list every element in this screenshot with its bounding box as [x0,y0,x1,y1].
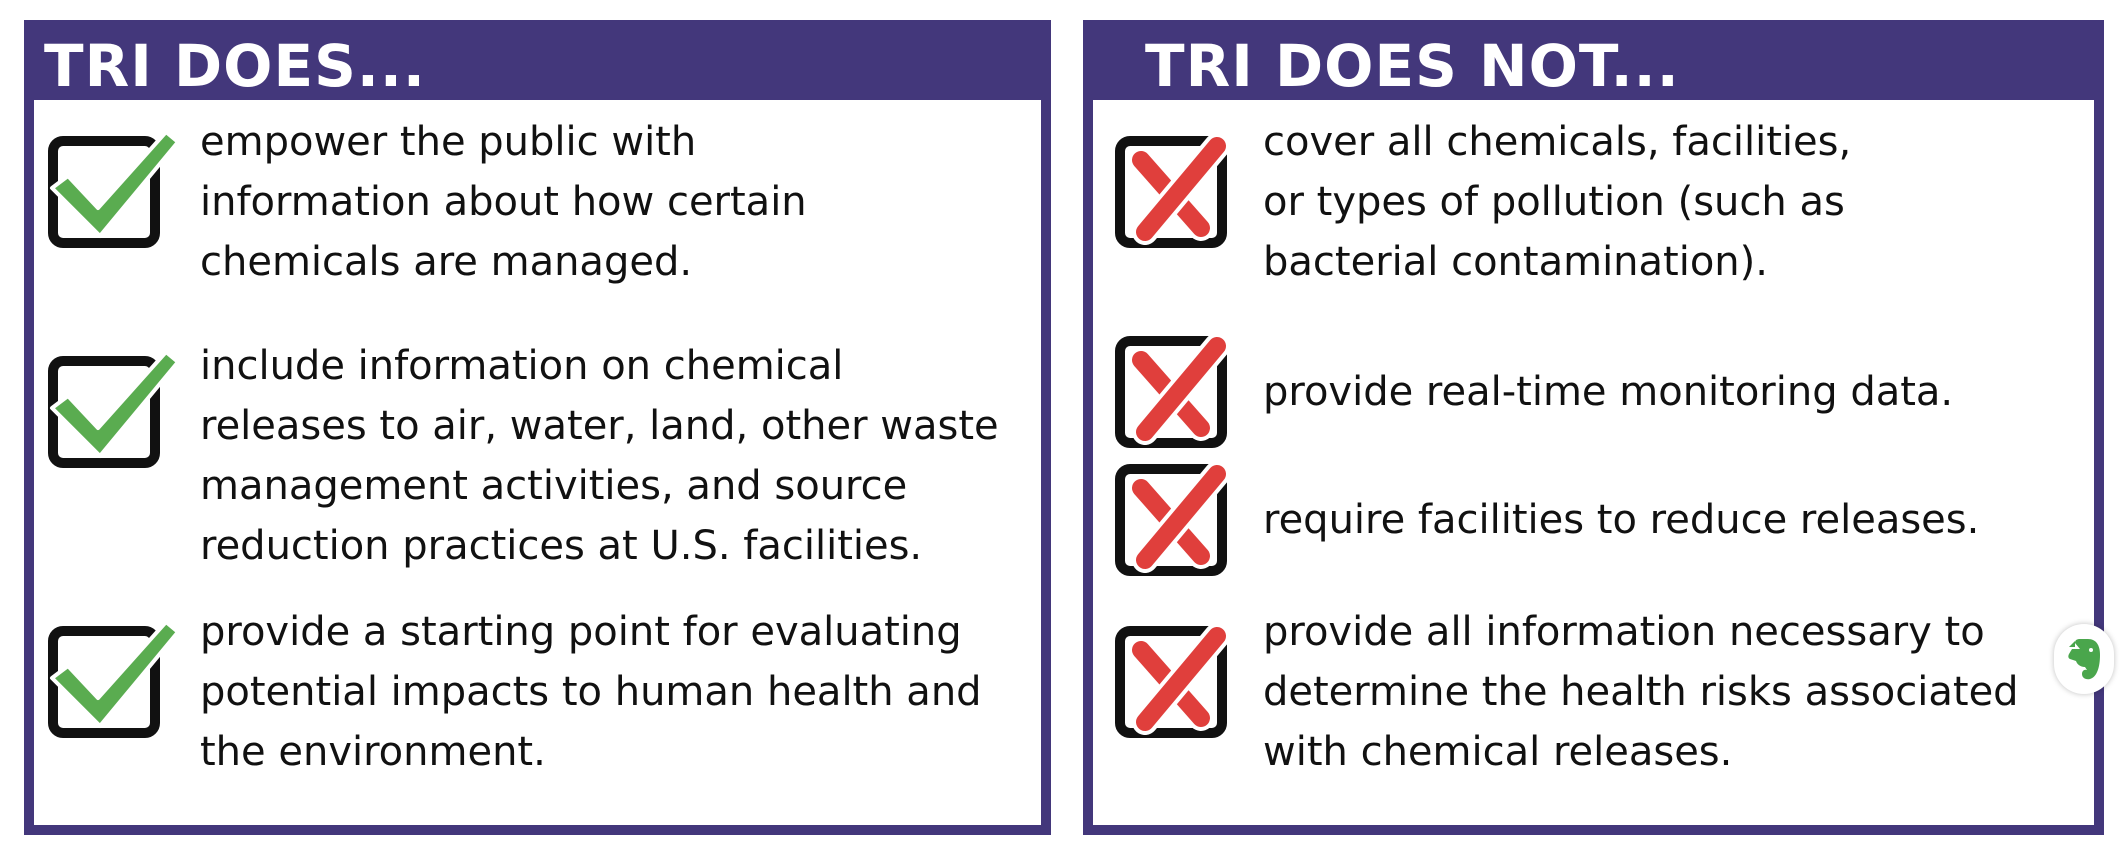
tri-does-panel: TRI DOES... empower the public with info… [24,20,1051,835]
x-icon [1115,133,1230,248]
evernote-clipper-button[interactable] [2054,624,2114,694]
tri-does-not-content: cover all chemicals, facilities, or type… [1093,100,2094,825]
does-item-2-text: include information on chemical releases… [200,343,999,569]
x-icon [1115,333,1230,448]
check-icon [48,350,180,468]
check-icon [48,620,180,738]
evernote-elephant-icon [2068,639,2100,680]
does-item-3-text: provide a starting point for evaluating … [200,609,982,775]
x-icon [1115,623,1230,738]
does-not-item-1-text: cover all chemicals, facilities, or type… [1263,119,1852,285]
does-not-item-4-text: provide all information necessary to det… [1263,609,2019,775]
tri-does-not-panel: TRI DOES NOT... cover all chemicals, fac… [1083,20,2104,835]
tri-does-content: empower the public with information abou… [34,100,1041,825]
tri-does-title: TRI DOES... [44,32,426,100]
x-icon [1115,461,1230,576]
does-not-item-2-text: provide real-time monitoring data. [1263,369,1954,415]
tri-does-not-title: TRI DOES NOT... [1145,32,1680,100]
does-not-item-3-text: require facilities to reduce releases. [1263,497,1980,543]
does-item-1-text: empower the public with information abou… [200,119,807,285]
check-icon [48,130,180,248]
